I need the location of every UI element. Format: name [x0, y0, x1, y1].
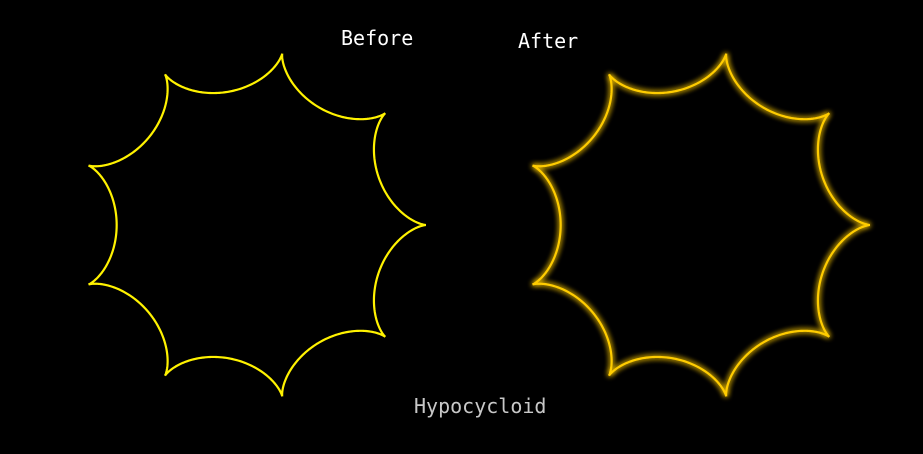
- after-label: After: [518, 29, 579, 53]
- caption-text: Hypocycloid: [414, 394, 547, 418]
- hypocycloid-before-curve: [88, 53, 427, 397]
- hypocycloid-after-curve: [532, 53, 871, 397]
- before-label: Before: [341, 26, 414, 50]
